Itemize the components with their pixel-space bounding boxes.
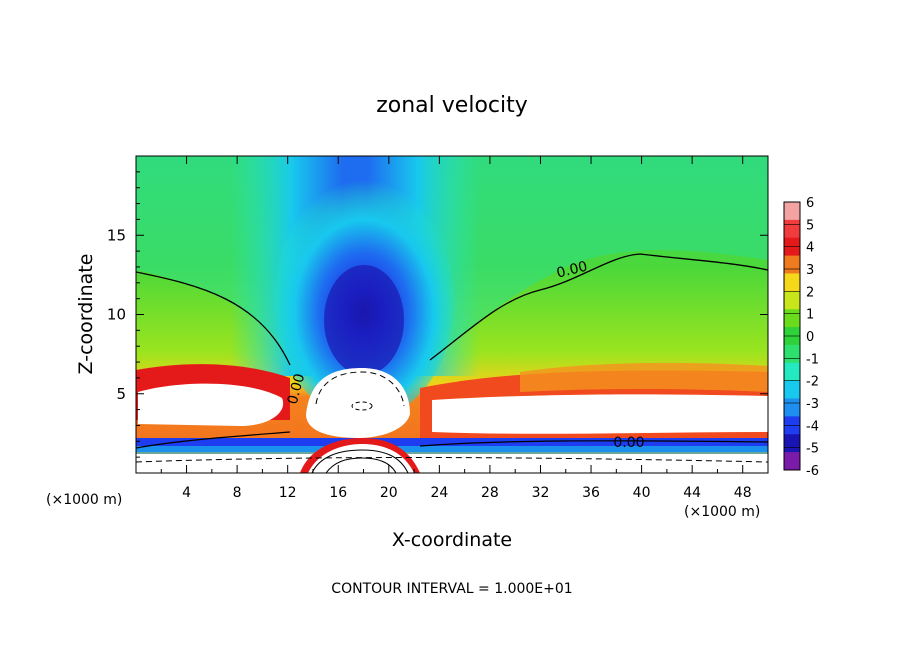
- y-tick-label: 10: [107, 306, 126, 324]
- x-axis-label: X-coordinate: [392, 529, 512, 551]
- left-white-region: [138, 383, 284, 426]
- jet-dark-core: [324, 265, 404, 375]
- colorbar-tick-label: -1: [806, 352, 819, 367]
- contour-interval-note: CONTOUR INTERVAL = 1.000E+01: [331, 581, 572, 597]
- colorbar-tick-label: -2: [806, 375, 819, 390]
- colorbar-tick-label: 1: [806, 308, 814, 323]
- right-orange-band: [520, 362, 768, 392]
- contour-label: 0.00: [613, 435, 644, 451]
- colorbar-swatch: [784, 309, 800, 328]
- x-tick-label: 36: [582, 485, 600, 501]
- colorbar-swatch: [784, 380, 800, 400]
- colorbar-tick-label: -3: [806, 397, 819, 412]
- x-tick-label: 48: [734, 485, 752, 501]
- plot-field: [136, 156, 768, 473]
- x-tick-label: 40: [633, 485, 651, 501]
- x-tick-label: 28: [481, 485, 499, 501]
- colorbar-tick-label: -6: [806, 464, 819, 479]
- colorbar-swatch: [784, 273, 800, 292]
- contour-label: 0.00: [555, 259, 589, 282]
- x-tick-label: 44: [683, 485, 701, 501]
- colorbar-swatch: [784, 362, 800, 382]
- colorbar-swatch: [784, 434, 800, 453]
- y-tick-label: 5: [116, 385, 126, 403]
- colorbar-tick-label: -5: [806, 442, 819, 457]
- chart-title: zonal velocity: [376, 93, 528, 118]
- colorbar-swatch: [784, 291, 800, 310]
- colorbar-swatch: [784, 452, 800, 471]
- colorbar-tick-label: 2: [806, 285, 814, 300]
- x-tick-label: 32: [532, 485, 550, 501]
- y-tick-label: 15: [107, 226, 126, 244]
- bottom-white-layer: [136, 454, 768, 473]
- contour-label: 0.00: [285, 372, 309, 406]
- y-unit-label: (×1000 m): [684, 504, 760, 520]
- y-axis-label: Z-coordinate: [75, 254, 97, 375]
- x-unit-label: (×1000 m): [46, 492, 122, 508]
- x-tick-label: 12: [279, 485, 297, 501]
- colorbar-tick-label: 4: [806, 241, 814, 256]
- colorbar-swatch: [784, 202, 800, 221]
- colorbar-tick-label: -4: [806, 419, 819, 434]
- zero-contour-left: [136, 271, 291, 366]
- x-tick-label: 8: [233, 485, 242, 501]
- right-white-region: [432, 394, 768, 434]
- x-tick-label: 4: [182, 485, 191, 501]
- colorbar-swatch: [784, 219, 800, 239]
- colorbar-swatch: [784, 344, 800, 364]
- colorbar: 6 5 4 3 2 1 0 -1 -2 -3 -4 -5 -6: [783, 196, 819, 479]
- colorbar-tick-label: 6: [806, 196, 814, 211]
- center-white-dome: [306, 368, 410, 438]
- x-tick-label: 16: [329, 485, 347, 501]
- colorbar-tick-label: 0: [806, 330, 814, 345]
- x-tick-label: 20: [380, 485, 398, 501]
- colorbar-tick-label: 5: [806, 218, 814, 233]
- zero-contour-right: [429, 253, 768, 361]
- colorbar-swatch: [784, 255, 800, 274]
- colorbar-swatch: [784, 398, 800, 417]
- colorbar-tick-label: 3: [806, 263, 814, 278]
- zero-contour-bottom: [419, 440, 768, 447]
- x-tick-label: 24: [430, 485, 448, 501]
